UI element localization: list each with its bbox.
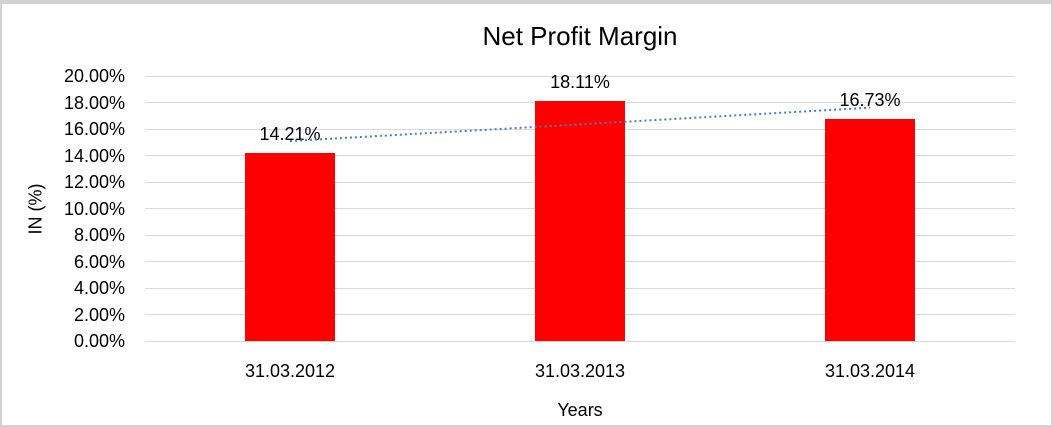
x-axis-tick-label: 31.03.2014 [824,361,916,381]
y-axis-tick-label: 0.00% [73,331,125,351]
gridline [145,340,1015,342]
y-axis-tick-label: 10.00% [63,198,125,219]
gridline [145,75,1015,77]
x-axis-tick-label: 31.03.2013 [534,361,626,381]
bar-data-label: 14.21% [259,123,321,144]
chart-title: Net Profit Margin [482,21,678,51]
y-axis-tick-label: 6.00% [73,251,125,272]
y-axis-tick-label: 4.00% [73,278,125,298]
trendline [289,106,871,143]
y-axis-tick-label: 18.00% [63,92,125,113]
bar [245,152,335,341]
y-axis-tick-label: 14.00% [63,145,125,166]
y-axis-tick-label: 12.00% [63,172,125,192]
bar-data-label: 16.73% [839,90,901,111]
y-axis-tick-label: 20.00% [63,66,125,86]
plot-area: 14.21% 18.11% 16.73% [145,72,1015,342]
y-axis-tick-label: 8.00% [73,225,125,245]
y-axis-tick-label: 2.00% [73,304,125,325]
bar [825,119,915,341]
x-axis-tick-label: 31.03.2012 [244,361,336,381]
x-axis-title: Years [557,400,603,420]
y-axis-tick-label: 16.00% [63,119,125,139]
bar-data-label: 18.11% [550,72,610,93]
bar [535,101,625,341]
